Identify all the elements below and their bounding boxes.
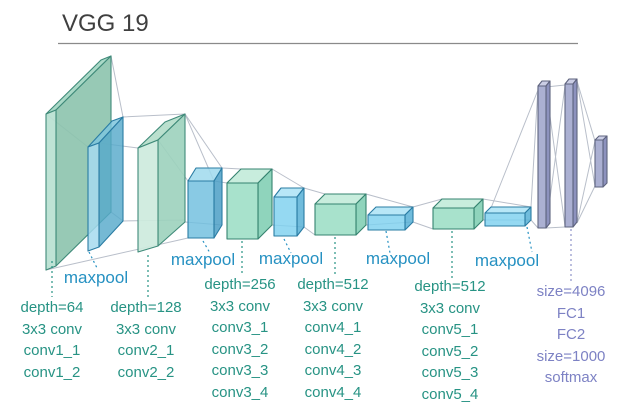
fc1-block — [537, 80, 551, 229]
conv4-kernel-label: 3x3 conv — [303, 298, 364, 315]
conv4-layer1-label: conv4_1 — [305, 319, 362, 336]
conv2-layer1-label: conv2_1 — [118, 342, 175, 359]
maxpool3-side-face — [296, 187, 305, 237]
conv5-layer4-label: conv5_4 — [422, 386, 479, 403]
conv3-label-group: depth=256 3x3 conv conv3_1 conv3_2 conv3… — [204, 276, 275, 401]
conv3-layer4-label: conv3_4 — [212, 384, 269, 401]
maxpool3-front-face — [273, 196, 298, 237]
conv1-label-group: depth=64 3x3 conv conv1_1 conv1_2 — [21, 299, 84, 381]
maxpool4-front-face — [367, 214, 406, 231]
softmax-front-face — [594, 139, 604, 188]
maxpool2-block — [187, 167, 223, 239]
maxpool2-side-face — [213, 167, 223, 239]
conv4-block — [314, 193, 367, 236]
softmax-block — [594, 135, 608, 188]
conv1-front-face — [45, 109, 57, 271]
maxpool2-front-face — [187, 180, 215, 239]
fc-size1-label: size=4096 — [537, 283, 606, 300]
conv4-label-group: depth=512 3x3 conv conv4_1 conv4_2 conv4… — [297, 276, 368, 401]
fc1-label: FC1 — [557, 305, 585, 322]
conv5-label-group: depth=512 3x3 conv conv5_1 conv5_2 conv5… — [414, 278, 485, 403]
conv5-block — [432, 198, 484, 230]
wireframe-lines — [45, 55, 596, 271]
conv3-depth-label: depth=256 — [204, 276, 275, 293]
maxpool1-label: maxpool — [64, 268, 128, 287]
conv5-layer3-label: conv5_3 — [422, 364, 479, 381]
conv5-kernel-label: 3x3 conv — [420, 300, 481, 317]
conv3-layer2-label: conv3_2 — [212, 341, 269, 358]
fc2-side-face — [572, 78, 578, 228]
conv3-kernel-label: 3x3 conv — [210, 298, 271, 315]
maxpool5-top-face — [484, 206, 532, 214]
conv2-depth-label: depth=128 — [110, 299, 181, 316]
conv4-layer3-label: conv4_3 — [305, 362, 362, 379]
maxpool5-block — [484, 206, 532, 227]
conv3-block — [226, 168, 273, 240]
conv1-layer1-label: conv1_1 — [24, 342, 81, 359]
maxpool5-front-face — [484, 212, 526, 227]
fc1-front-face — [537, 85, 547, 229]
classifier-label-group: size=4096 FC1 FC2 size=1000 softmax — [537, 283, 606, 386]
softmax-side-face — [602, 135, 608, 188]
fc2-front-face — [564, 83, 574, 228]
conv2-block — [137, 113, 186, 253]
maxpool-pointer-lines — [88, 226, 533, 269]
conv2-layer2-label: conv2_2 — [118, 364, 175, 381]
conv5-front-face — [432, 207, 475, 230]
conv-pointer-lines — [51, 231, 453, 297]
conv2-kernel-label: 3x3 conv — [116, 321, 177, 338]
maxpool5-label: maxpool — [475, 251, 539, 270]
conv2-label-group: depth=128 3x3 conv conv2_1 conv2_2 — [110, 299, 181, 381]
maxpool1-front-face — [87, 142, 100, 252]
maxpool4-label: maxpool — [366, 249, 430, 268]
fc2-label: FC2 — [557, 326, 585, 343]
conv3-layer3-label: conv3_3 — [212, 362, 269, 379]
fc1-side-face — [545, 80, 551, 229]
maxpool3-label: maxpool — [259, 249, 323, 268]
conv4-layer2-label: conv4_2 — [305, 341, 362, 358]
softmax-label: softmax — [545, 369, 598, 386]
conv5-layer2-label: conv5_2 — [422, 343, 479, 360]
fc-size2-label: size=1000 — [537, 348, 606, 365]
fc2-block — [564, 78, 578, 228]
conv4-layer4-label: conv4_4 — [305, 384, 362, 401]
conv1-depth-label: depth=64 — [21, 299, 84, 316]
conv2-front-face — [137, 139, 159, 253]
conv3-front-face — [226, 182, 259, 240]
maxpool2-label: maxpool — [171, 250, 235, 269]
page-title: VGG 19 — [62, 10, 149, 37]
conv1-kernel-label: 3x3 conv — [22, 321, 83, 338]
conv5-layer1-label: conv5_1 — [422, 321, 479, 338]
conv3-layer1-label: conv3_1 — [212, 319, 269, 336]
maxpool3-block — [273, 187, 305, 237]
maxpool4-block — [367, 206, 414, 231]
conv4-depth-label: depth=512 — [297, 276, 368, 293]
conv1-layer2-label: conv1_2 — [24, 364, 81, 381]
conv4-front-face — [314, 203, 357, 236]
maxpool1-block — [87, 116, 124, 252]
conv5-depth-label: depth=512 — [414, 278, 485, 295]
